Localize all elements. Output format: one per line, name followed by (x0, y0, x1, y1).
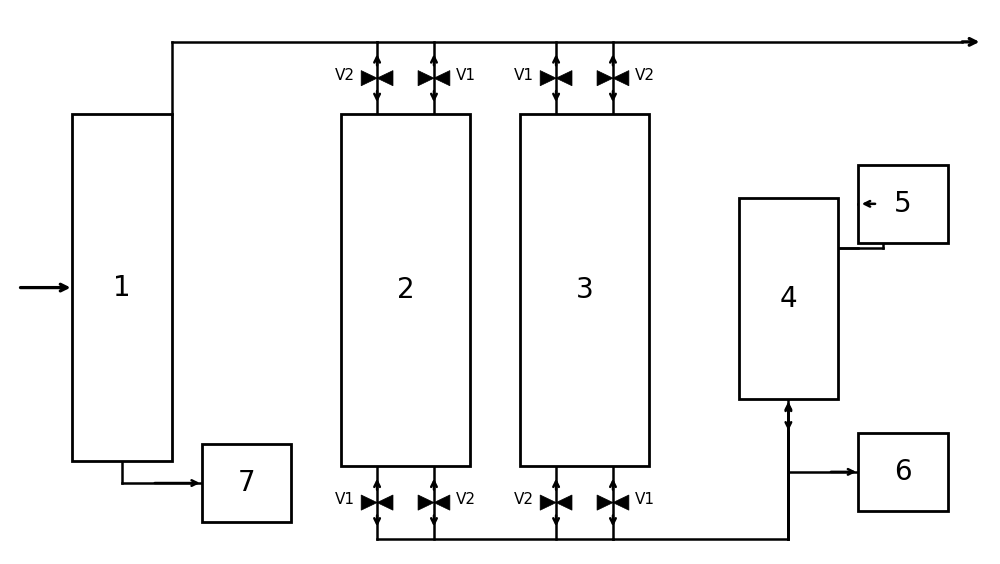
Text: 5: 5 (894, 190, 912, 218)
Polygon shape (377, 495, 393, 510)
Polygon shape (613, 495, 629, 510)
Polygon shape (434, 495, 450, 510)
Bar (202, 444, 291, 522)
Text: 6: 6 (894, 458, 912, 486)
Polygon shape (377, 70, 393, 86)
Bar (72, 114, 172, 461)
Bar (858, 165, 948, 243)
Polygon shape (540, 495, 556, 510)
Bar (858, 433, 948, 511)
Text: 2: 2 (397, 276, 414, 305)
Text: V1: V1 (456, 68, 476, 83)
Polygon shape (418, 495, 434, 510)
Bar (341, 114, 470, 466)
Text: V1: V1 (335, 492, 355, 507)
Text: V2: V2 (635, 68, 655, 83)
Bar (739, 198, 838, 399)
Text: V1: V1 (635, 492, 655, 507)
Polygon shape (556, 70, 572, 86)
Text: 7: 7 (238, 469, 255, 497)
Polygon shape (434, 70, 450, 86)
Polygon shape (540, 70, 556, 86)
Polygon shape (613, 70, 629, 86)
Bar (520, 114, 649, 466)
Text: V2: V2 (456, 492, 476, 507)
Text: V1: V1 (514, 68, 534, 83)
Polygon shape (556, 495, 572, 510)
Polygon shape (597, 70, 613, 86)
Text: V2: V2 (514, 492, 534, 507)
Text: 4: 4 (780, 285, 797, 313)
Polygon shape (418, 70, 434, 86)
Polygon shape (597, 495, 613, 510)
Text: 3: 3 (576, 276, 593, 305)
Text: V2: V2 (335, 68, 355, 83)
Polygon shape (361, 70, 377, 86)
Polygon shape (361, 495, 377, 510)
Text: 1: 1 (113, 274, 131, 302)
